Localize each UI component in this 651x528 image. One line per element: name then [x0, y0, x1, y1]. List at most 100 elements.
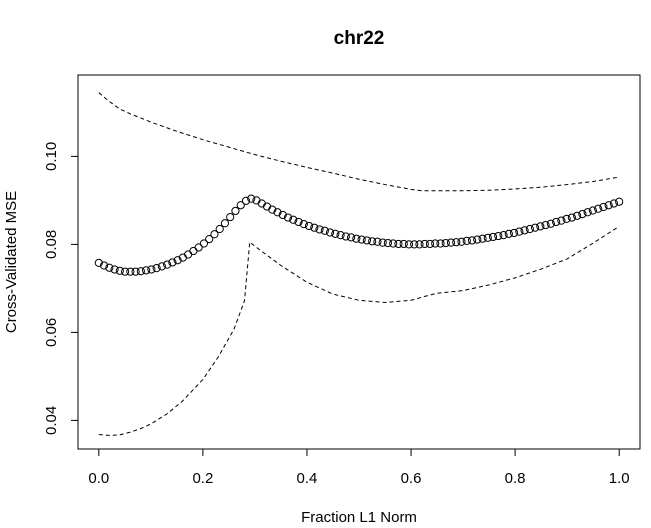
y-axis: 0.04 0.06 0.08 0.10 — [43, 142, 79, 435]
cv-mean-point — [462, 236, 471, 245]
cv-mean-point — [594, 204, 603, 213]
cv-mean-point — [483, 233, 492, 242]
y-tick-label: 0.04 — [43, 406, 60, 435]
cv-mean-point — [604, 201, 613, 210]
cv-mean-point — [226, 213, 235, 222]
cv-mean-point — [552, 217, 561, 227]
x-tick-label: 0.0 — [88, 470, 109, 487]
cv-mean-point — [147, 265, 156, 274]
cv-mean-point — [320, 226, 329, 235]
cv-mean-point — [215, 224, 224, 234]
cv-mean-point — [310, 223, 319, 232]
y-tick-label: 0.10 — [43, 142, 60, 171]
cv-mean-point — [567, 213, 576, 222]
x-tick-label: 1.0 — [609, 470, 630, 487]
cv-mean-point — [588, 206, 598, 215]
cv-mean-point — [425, 239, 435, 249]
cv-mean-point — [557, 216, 566, 225]
cv-mean-point — [131, 267, 140, 276]
cv-mean-point — [494, 231, 503, 241]
cv-mean-point — [436, 239, 445, 248]
cv-mean-point — [105, 263, 114, 272]
cv-mean-point — [152, 264, 161, 273]
cv-mean-point — [247, 194, 256, 203]
cv-mean-point — [473, 235, 482, 244]
cv-mean-point — [231, 206, 240, 216]
cv-mean-point — [499, 231, 508, 240]
y-tick-label: 0.08 — [43, 230, 60, 259]
cv-mean-point — [478, 234, 487, 243]
cv-mean-point — [205, 235, 214, 244]
cv-mean-point — [304, 221, 314, 231]
cv-mean-point — [415, 240, 424, 249]
cv-mean-point — [573, 211, 582, 220]
cv-mean-point — [273, 208, 282, 217]
cv-mean-point — [142, 266, 151, 275]
x-tick-label: 0.2 — [192, 470, 213, 487]
cv-mean-point — [126, 267, 135, 276]
cv-mean-point — [457, 237, 466, 246]
cv-mean-point — [441, 238, 450, 248]
cv-mean-point — [341, 232, 350, 241]
cv-mean-point — [373, 237, 382, 246]
cv-mean-point — [357, 235, 366, 244]
cv-mean-point — [99, 261, 109, 270]
cv-mean-point — [268, 205, 277, 214]
cv-mean-point — [410, 240, 419, 249]
cv-mean-point — [352, 234, 361, 243]
series-layer — [94, 92, 624, 436]
cv-mean-point — [163, 260, 172, 269]
cv-mean-point — [315, 225, 324, 234]
cv-mean-point — [394, 239, 403, 249]
cv-mean-point — [431, 239, 440, 248]
cv-mean-point — [530, 223, 540, 232]
cv-mean-point — [504, 229, 513, 238]
x-axis: 0.0 0.2 0.4 0.6 0.8 1.0 — [88, 448, 630, 487]
cv-mean-point — [331, 229, 340, 238]
cv-mean-point — [515, 227, 524, 236]
cv-mean-point — [325, 228, 335, 237]
cv-mean-point — [299, 220, 308, 229]
y-axis-label: Cross-Validated MSE — [3, 191, 20, 333]
cv-mean-point — [168, 258, 177, 267]
cv-mean-point — [578, 209, 587, 219]
cv-mean-point — [599, 202, 608, 212]
cv-mean-point — [509, 228, 519, 238]
cv-mean-point — [157, 262, 166, 271]
cv-mean-point — [541, 220, 550, 230]
x-axis-label: Fraction L1 Norm — [301, 509, 417, 526]
cv-mean-point — [420, 239, 429, 249]
cv-mean-point — [383, 238, 393, 248]
cv-mean-point — [110, 265, 119, 274]
x-tick-label: 0.8 — [505, 470, 526, 487]
cv-mean-point — [220, 219, 230, 228]
lower-bound-line — [98, 225, 620, 436]
cv-mean-point — [194, 243, 203, 252]
cv-mean-point — [609, 199, 619, 208]
cv-mean-point — [362, 236, 372, 245]
cv-mean-point — [399, 239, 408, 249]
cv-mean-point — [94, 258, 103, 267]
x-tick-label: 0.4 — [297, 470, 318, 487]
x-tick-label: 0.6 — [401, 470, 422, 487]
cv-mean-point — [520, 226, 529, 235]
cv-mean-point — [283, 213, 293, 222]
cv-mean-point — [236, 201, 245, 210]
cv-mean-point — [120, 267, 130, 276]
cv-mean-point — [446, 238, 456, 247]
cv-mean-point — [368, 237, 377, 246]
cv-mean-point — [562, 214, 571, 223]
cv-mean-point — [488, 232, 498, 242]
cv-mean-point — [294, 217, 303, 227]
cv-mean-point — [525, 224, 534, 234]
cv-mean-point — [389, 239, 398, 248]
cv-mean-point — [289, 215, 298, 224]
cv-mean-point — [546, 219, 555, 228]
y-tick-label: 0.06 — [43, 318, 60, 347]
cv-mean-point — [115, 266, 124, 275]
cv-mean-point — [615, 197, 624, 206]
cv-mean-point — [346, 233, 356, 242]
cv-mean-point — [452, 238, 461, 247]
cv-mean-point — [583, 208, 592, 217]
